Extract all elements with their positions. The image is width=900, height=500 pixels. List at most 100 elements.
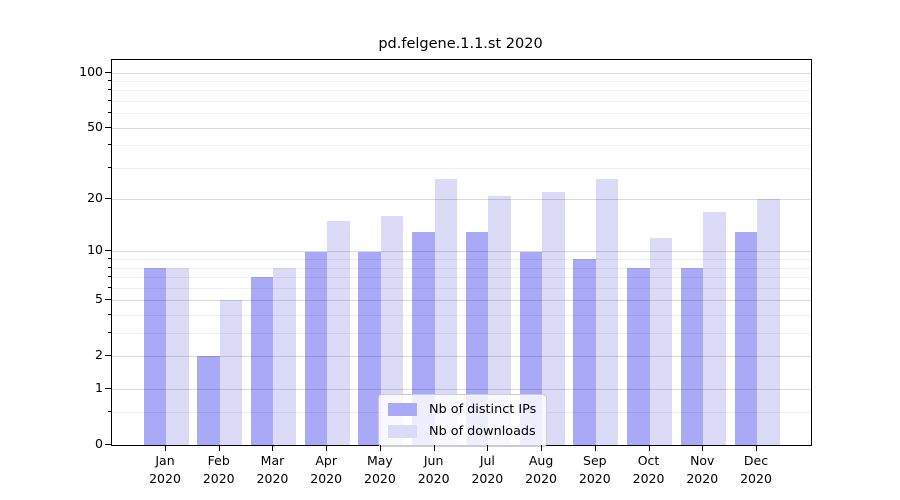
bar-ips-mar: [250, 277, 274, 445]
x-tick-label-jul: Jul 2020: [471, 453, 504, 486]
x-tick-mark: [648, 445, 650, 451]
x-tick-label-nov: Nov 2020: [686, 453, 719, 486]
legend-label: Nb of downloads: [429, 424, 536, 439]
y-tick-label: 100: [79, 63, 103, 79]
x-tick-mark: [756, 445, 757, 451]
legend-row: Nb of distinct IPs: [388, 402, 536, 417]
y-tick-label: 0: [95, 436, 103, 451]
bar-downloads-jan: [166, 267, 189, 445]
legend-row: Nb of downloads: [388, 424, 536, 439]
bar-downloads-aug: [542, 191, 565, 445]
x-tick-label-apr: Apr 2020: [310, 453, 343, 486]
legend: Nb of distinct IPs Nb of downloads: [378, 394, 548, 447]
bar-ips-nov: [680, 267, 704, 445]
x-tick-label-feb: Feb 2020: [202, 453, 235, 486]
y-minor-tick-mark: [107, 332, 111, 334]
gridline-minor: [112, 80, 811, 82]
gridline-minor: [112, 333, 811, 335]
y-minor-tick-mark: [107, 411, 111, 413]
x-tick-mark: [594, 445, 596, 451]
gridline-minor: [112, 113, 811, 115]
gridline-minor: [112, 259, 811, 261]
x-tick-mark: [702, 445, 704, 451]
y-tick-mark: [105, 299, 111, 301]
y-tick-label: 20: [87, 190, 103, 206]
y-minor-tick-mark: [107, 258, 111, 260]
y-minor-tick-mark: [107, 276, 111, 278]
bar-ips-feb: [197, 356, 220, 445]
y-tick-mark: [105, 126, 111, 128]
y-tick-label: 1: [95, 380, 103, 396]
legend-swatch-ips: [388, 402, 417, 417]
x-tick-mark: [487, 445, 489, 451]
gridline-major: [112, 300, 811, 302]
x-tick-mark: [272, 445, 274, 451]
x-tick-label-mar: Mar 2020: [256, 453, 289, 486]
gridline-major: [112, 389, 811, 391]
gridline-minor: [112, 267, 811, 269]
bar-downloads-sep: [595, 179, 619, 445]
gridline-major: [112, 127, 811, 129]
x-tick-label-dec: Dec 2020: [740, 453, 772, 486]
y-minor-tick-mark: [107, 99, 111, 101]
gridline-minor: [112, 167, 811, 169]
gridline-major: [112, 72, 811, 74]
y-minor-tick-mark: [107, 166, 111, 168]
grid-layer: [112, 60, 811, 445]
chart-title: pd.felgene.1.1.st 2020: [378, 36, 543, 52]
legend-label: Nb of distinct IPs: [429, 402, 537, 417]
x-tick-mark: [541, 445, 543, 451]
bar-downloads-apr: [327, 221, 350, 445]
y-minor-tick-mark: [107, 112, 111, 114]
y-tick-label: 10: [87, 242, 103, 258]
x-tick-label-sep: Sep 2020: [578, 453, 611, 486]
bar-downloads-jun: [434, 179, 458, 445]
gridline-minor: [112, 315, 811, 317]
gridline-major: [112, 251, 811, 253]
y-tick-mark: [105, 388, 111, 390]
bar-downloads-may: [380, 216, 404, 445]
y-minor-tick-mark: [107, 144, 111, 146]
x-tick-mark: [326, 445, 328, 451]
x-tick-label-oct: Oct 2020: [632, 453, 665, 486]
y-minor-tick-mark: [107, 89, 111, 91]
y-tick-mark: [105, 71, 111, 73]
y-tick-mark: [105, 355, 111, 357]
bar-ips-jul: [465, 232, 489, 445]
gridline-minor: [112, 90, 811, 92]
x-tick-mark: [165, 445, 166, 451]
x-tick-mark: [218, 445, 220, 451]
y-tick-mark: [105, 250, 111, 252]
bars-layer: [112, 60, 811, 445]
x-tick-label-jan: Jan 2020: [149, 453, 181, 486]
bar-downloads-jul: [488, 195, 511, 445]
bar-ips-jan: [143, 267, 166, 445]
bar-ips-jun: [412, 232, 435, 445]
y-minor-tick-mark: [107, 314, 111, 316]
x-tick-label-may: May 2020: [364, 453, 396, 486]
gridline-major: [112, 356, 811, 358]
y-tick-mark: [105, 198, 111, 200]
bar-downloads-feb: [219, 300, 243, 445]
legend-swatch-downloads: [388, 424, 417, 439]
y-tick-label: 5: [95, 291, 103, 307]
bar-ips-dec: [734, 232, 757, 445]
bar-ips-sep: [573, 259, 596, 445]
bar-ips-apr: [304, 251, 328, 445]
bar-downloads-dec: [757, 199, 780, 445]
y-minor-tick-mark: [107, 266, 111, 268]
gridline-minor: [112, 145, 811, 147]
x-tick-label-aug: Aug 2020: [525, 453, 557, 486]
bar-downloads-oct: [649, 238, 673, 445]
y-tick-label: 2: [95, 347, 103, 363]
gridline-minor: [112, 287, 811, 289]
gridline-minor: [112, 100, 811, 102]
y-tick-label: 50: [87, 118, 103, 134]
x-tick-label-jun: Jun 2020: [417, 453, 450, 486]
plot-area: Nb of distinct IPs Nb of downloads: [111, 59, 812, 447]
bar-ips-may: [358, 251, 381, 445]
x-tick-mark: [433, 445, 435, 451]
y-tick-mark: [105, 444, 111, 445]
y-minor-tick-mark: [107, 79, 111, 81]
